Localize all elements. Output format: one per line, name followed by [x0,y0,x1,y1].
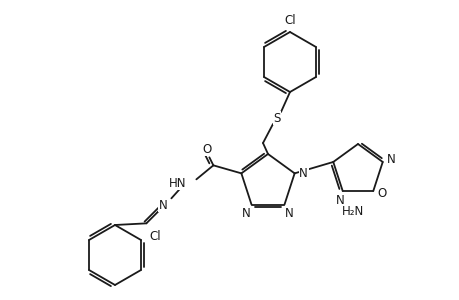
Text: S: S [273,112,280,124]
Text: O: O [377,187,386,200]
Text: O: O [202,143,212,156]
Text: N: N [336,194,344,206]
Text: N: N [299,167,308,180]
Text: N: N [159,199,168,212]
Text: N: N [285,207,293,220]
Text: Cl: Cl [149,230,161,242]
Text: H₂N: H₂N [341,205,364,218]
Text: Cl: Cl [284,14,295,28]
Text: N: N [386,154,395,166]
Text: N: N [241,207,250,220]
Text: HN: HN [168,177,186,190]
